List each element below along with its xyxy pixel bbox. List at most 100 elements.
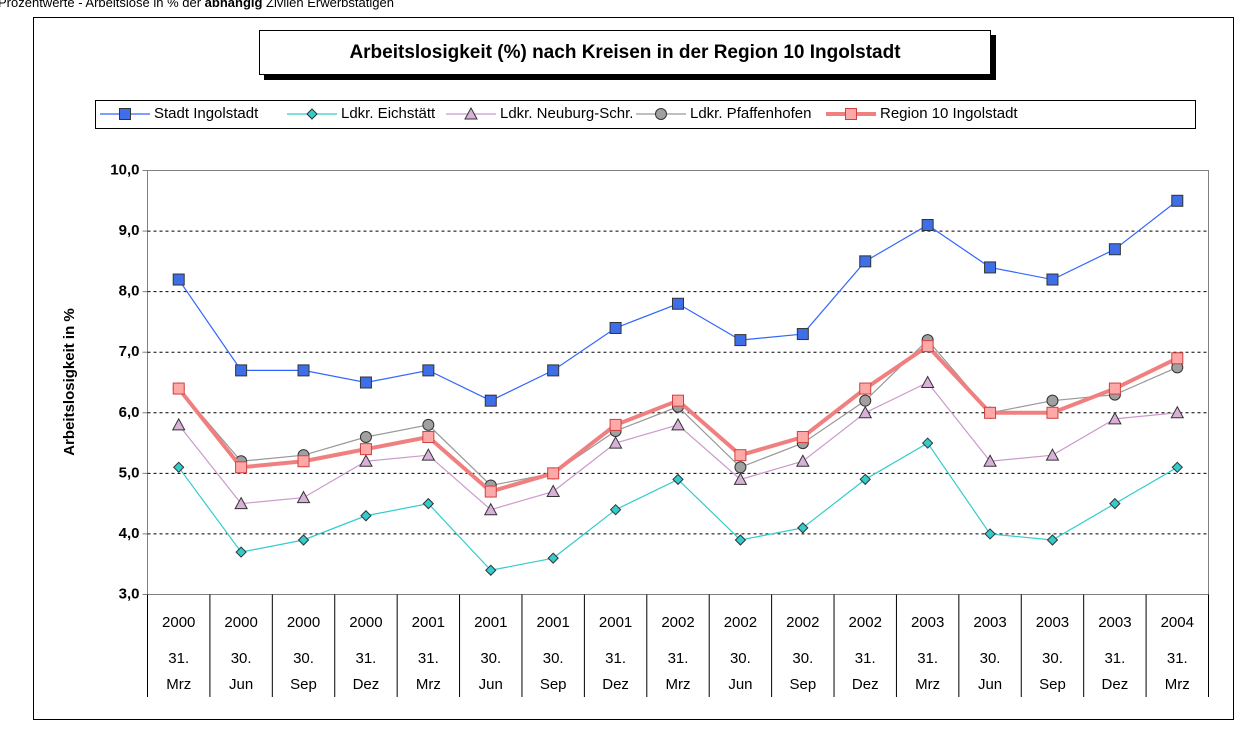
point: [172, 273, 185, 286]
point: [1045, 448, 1060, 461]
x-tick-label: Dez: [602, 676, 629, 693]
y-axis-label: Arbeitslosigkeit in %: [61, 308, 78, 456]
x-tick-label: 2000: [349, 614, 382, 631]
x-tick-label: 31.: [168, 650, 189, 667]
point: [546, 484, 561, 498]
y-tick-label: 6,0: [119, 404, 140, 421]
point: [297, 534, 310, 546]
point: [1109, 497, 1121, 510]
point: [672, 473, 684, 486]
point: [1046, 273, 1059, 286]
point: [359, 376, 372, 389]
x-tick-label: 30.: [231, 650, 252, 667]
point: [421, 448, 436, 461]
x-tick-label: Mrz: [416, 676, 441, 693]
point: [734, 461, 747, 474]
x-tick-label: 2001: [599, 614, 632, 631]
x-tick-label: Jun: [978, 676, 1002, 693]
x-tick-label: 2002: [786, 614, 819, 631]
y-tick-label: 3,0: [119, 585, 140, 602]
x-tick-label: Jun: [479, 676, 503, 693]
point: [297, 364, 310, 377]
x-tick-label: 2001: [474, 614, 507, 631]
point: [1046, 406, 1059, 419]
point: [1046, 534, 1059, 546]
x-tick-label: Dez: [353, 676, 380, 693]
point: [547, 364, 560, 377]
point: [1170, 405, 1185, 419]
legend-label: Ldkr. Neuburg-Schr.: [500, 105, 633, 122]
x-tick-label: 30.: [730, 650, 751, 667]
point: [672, 394, 684, 407]
x-tick-label: Jun: [229, 676, 253, 693]
x-tick-label: 2001: [412, 614, 445, 631]
x-tick-label: 31.: [418, 650, 439, 667]
point: [734, 334, 747, 347]
x-tick-label: Sep: [789, 676, 816, 693]
note-part: abhängig: [205, 0, 263, 10]
x-tick-label: 31.: [356, 650, 377, 667]
point: [1171, 194, 1184, 207]
x-tick-label: 2002: [849, 614, 882, 631]
point: [608, 436, 623, 449]
y-tick-label: 9,0: [119, 222, 140, 239]
x-tick-label: Mrz: [666, 676, 691, 693]
point: [920, 375, 935, 388]
x-tick-label: Mrz: [166, 676, 191, 693]
y-tick-label: 8,0: [119, 283, 140, 300]
x-tick-label: 30.: [293, 650, 314, 667]
x-tick-label: 2003: [1098, 614, 1131, 631]
point: [734, 449, 747, 462]
x-tick-label: Dez: [1102, 676, 1129, 693]
point: [1171, 352, 1184, 365]
point: [422, 497, 435, 510]
point: [858, 405, 873, 419]
x-tick-label: 31.: [1167, 650, 1188, 667]
title-box: [259, 30, 991, 75]
legend-label: Region 10 Ingolstadt: [880, 105, 1018, 122]
point: [235, 461, 248, 474]
point: [733, 472, 748, 485]
chart-title: Arbeitslosigkeit (%) nach Kreisen in der…: [349, 42, 901, 63]
point: [797, 522, 809, 534]
point: [234, 496, 248, 510]
point: [921, 437, 934, 449]
x-tick-label: 2003: [1036, 614, 1069, 631]
x-tick-label: 30.: [543, 650, 564, 667]
point: [859, 473, 871, 486]
x-tick-label: 31.: [605, 650, 626, 667]
point: [171, 417, 186, 431]
x-tick-label: 30.: [1042, 650, 1063, 667]
legend-marker: [306, 108, 318, 120]
note-part: Prozentwerte - Arbeitslose in % der: [0, 0, 205, 10]
point: [859, 382, 872, 395]
y-tick-label: 10,0: [110, 161, 139, 178]
x-tick-label: 30.: [480, 650, 501, 667]
x-tick-label: 2000: [287, 614, 320, 631]
point: [547, 552, 559, 564]
x-tick-label: Sep: [540, 676, 567, 693]
legend-label: Stadt Ingolstadt: [154, 105, 259, 122]
legend-label: Ldkr. Eichstätt: [341, 105, 436, 122]
point: [422, 431, 435, 444]
point: [983, 454, 997, 467]
point: [921, 340, 934, 353]
point: [484, 485, 497, 498]
point: [984, 528, 996, 540]
x-tick-label: 30.: [980, 650, 1001, 667]
point: [609, 503, 622, 516]
point: [734, 534, 747, 546]
plot-area: [147, 170, 1209, 595]
note-part: Zivilen Erwerbstätigen: [262, 0, 394, 10]
x-tick-label: 2002: [724, 614, 757, 631]
x-tick-label: Jun: [728, 676, 752, 693]
point: [235, 546, 247, 558]
point: [859, 255, 872, 268]
y-tick-label: 7,0: [119, 343, 140, 360]
point: [796, 431, 809, 444]
point: [485, 564, 497, 576]
point: [296, 490, 311, 504]
x-tick-label: Sep: [1039, 676, 1066, 693]
legend-marker: [845, 108, 857, 120]
